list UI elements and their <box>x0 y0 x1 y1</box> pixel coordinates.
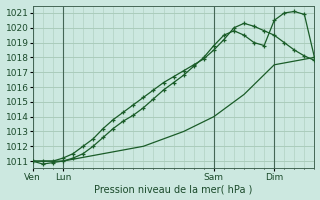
X-axis label: Pression niveau de la mer( hPa ): Pression niveau de la mer( hPa ) <box>94 184 253 194</box>
